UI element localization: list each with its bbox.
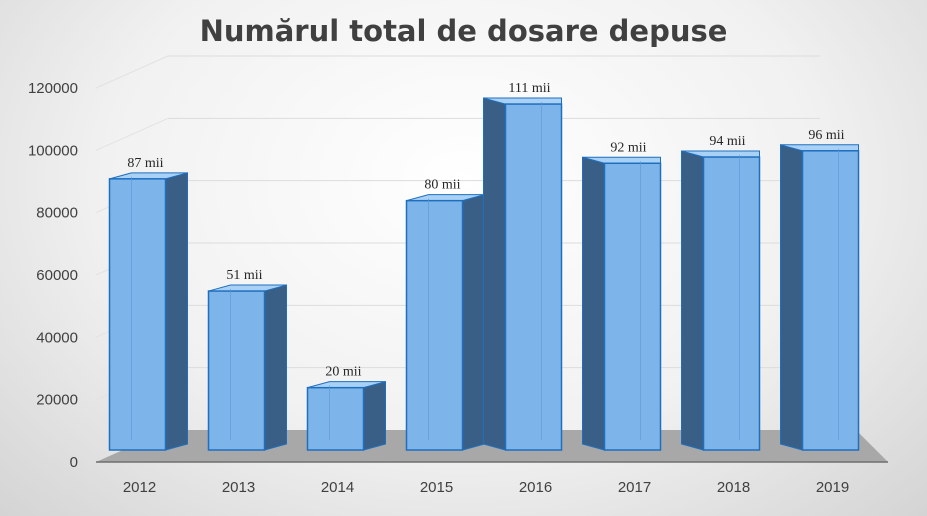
data-label: 87 mii — [127, 156, 163, 171]
x-tick-label: 2015 — [420, 479, 453, 496]
y-tick-label: 20000 — [36, 392, 78, 409]
bar — [780, 144, 860, 451]
bar-side — [165, 172, 188, 451]
bar-front — [801, 150, 860, 451]
bar-front — [207, 290, 266, 451]
data-label: 51 mii — [226, 268, 262, 283]
bar-side — [462, 194, 485, 451]
y-tick-label: 80000 — [36, 205, 78, 222]
x-tick-label: 2014 — [321, 479, 354, 496]
bar-front — [405, 199, 464, 451]
y-tick-label: 0 — [70, 454, 78, 471]
data-label: 80 mii — [424, 178, 460, 193]
bar — [306, 381, 386, 451]
y-tick-label: 60000 — [36, 267, 78, 284]
bar-front — [306, 386, 365, 451]
bar-side — [264, 284, 287, 451]
x-tick-label: 2016 — [519, 479, 552, 496]
bar — [108, 172, 188, 451]
x-tick-label: 2017 — [618, 479, 651, 496]
bar — [681, 150, 761, 451]
bar — [207, 284, 287, 451]
bar — [405, 194, 485, 451]
bar-side — [483, 97, 506, 451]
data-label: 20 mii — [325, 365, 361, 380]
data-label: 94 mii — [709, 134, 745, 149]
bar-front — [504, 103, 563, 451]
x-tick-label: 2013 — [222, 479, 255, 496]
data-label: 92 mii — [610, 140, 646, 155]
bar-side — [363, 381, 386, 451]
x-tick-label: 2018 — [717, 479, 750, 496]
bar-side — [780, 144, 803, 451]
data-label: 96 mii — [808, 128, 844, 143]
bar-side — [582, 156, 605, 451]
bar-side — [681, 150, 704, 451]
x-tick-label: 2012 — [123, 479, 156, 496]
chart-title: Numărul total de dosare depuse — [199, 14, 728, 48]
bar-front — [702, 156, 761, 451]
bar-front — [108, 178, 167, 451]
data-label: 111 mii — [508, 81, 550, 96]
x-tick-label: 2019 — [816, 479, 849, 496]
y-tick-label: 100000 — [28, 142, 78, 159]
bar — [582, 156, 662, 451]
gridline-diagonal — [95, 55, 169, 89]
bar — [483, 97, 563, 451]
bar-front — [603, 162, 662, 451]
y-tick-label: 120000 — [28, 80, 78, 97]
y-tick-label: 40000 — [36, 329, 78, 346]
gridline-diagonal — [95, 117, 169, 151]
